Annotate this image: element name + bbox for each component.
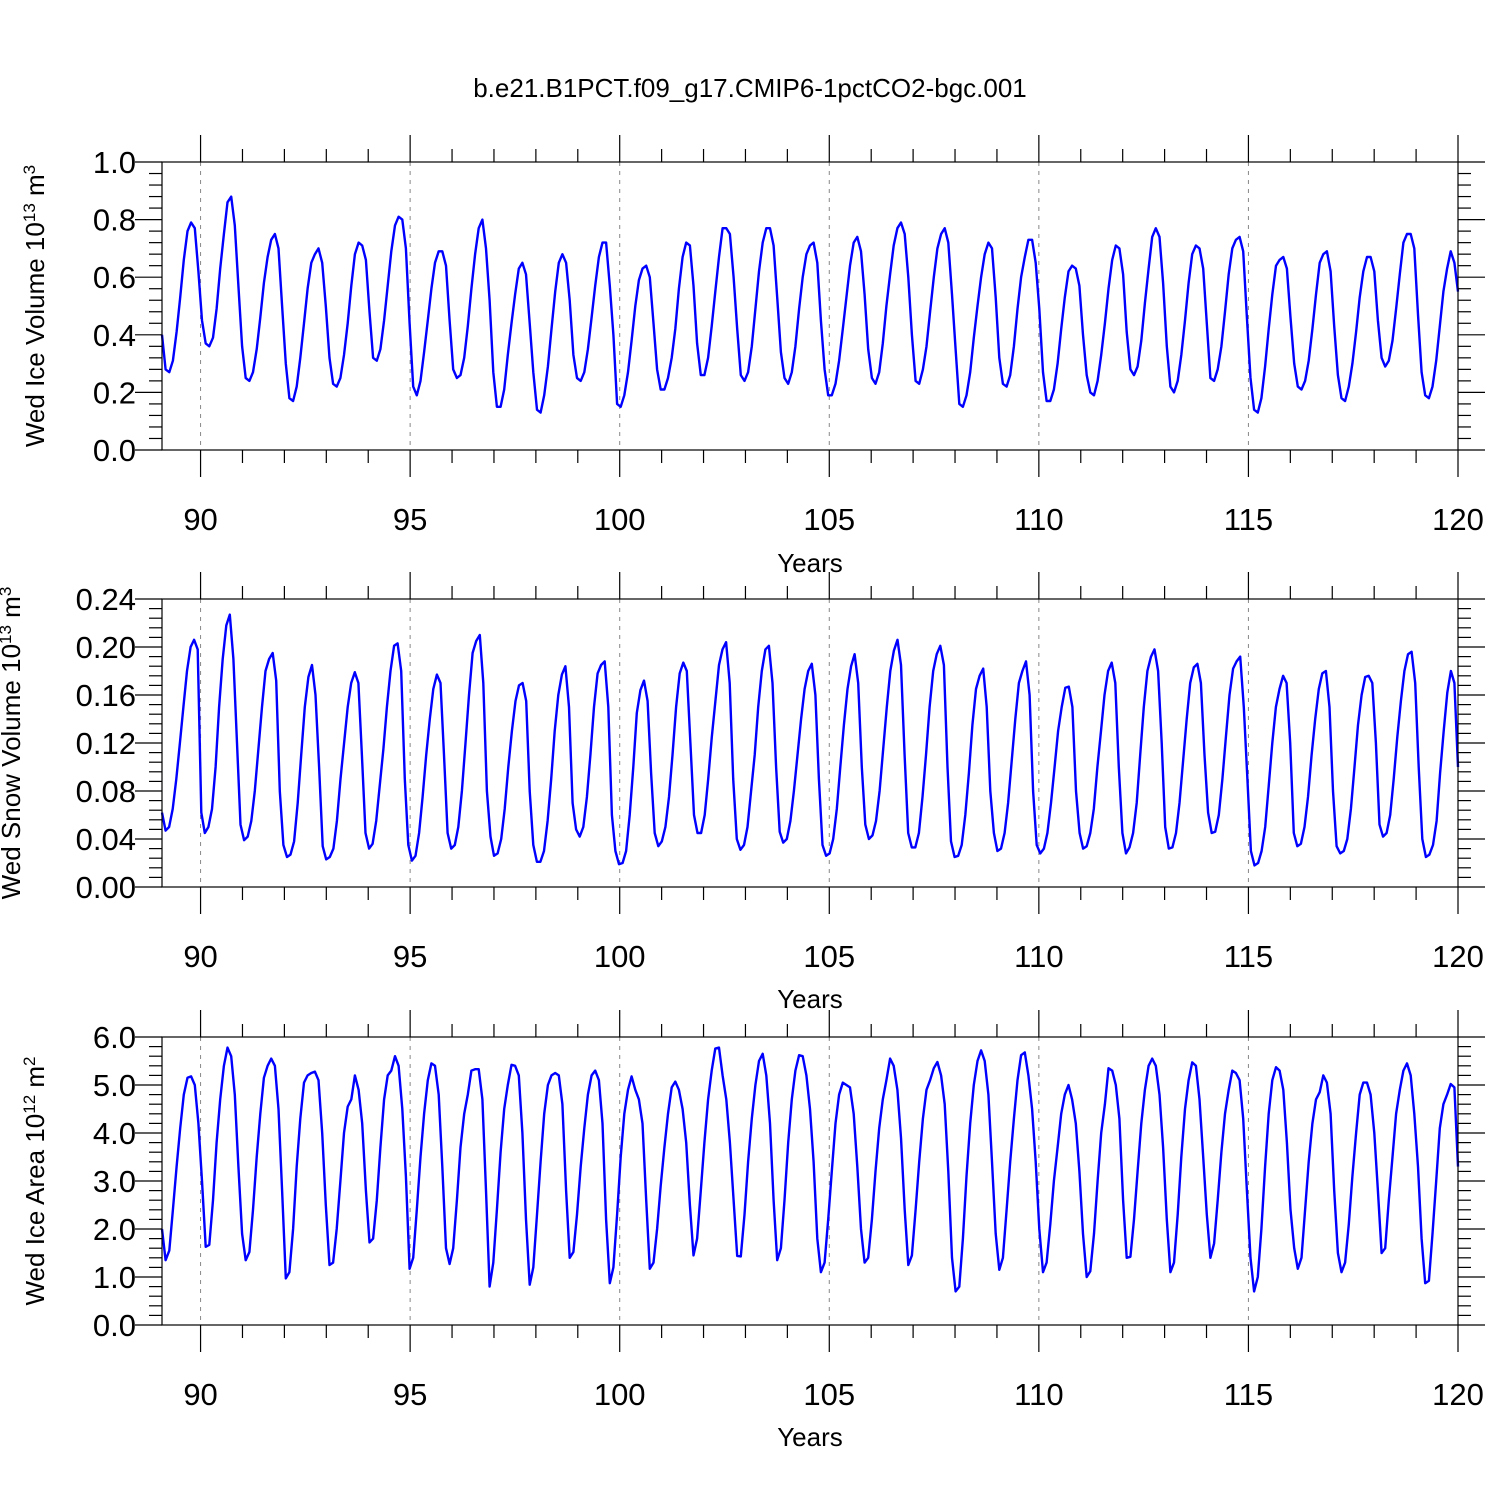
y-tick-label: 0.0: [93, 433, 136, 468]
y-tick-label: 0.8: [93, 203, 136, 238]
panel-1: 90 95 100 105 110 115 120 0.0 0.2 0.4 0.6 0.8 1.0 Yea…: [20, 135, 1485, 578]
y-tick-label: 0.00: [76, 870, 136, 905]
x-tick-label: 90: [183, 939, 217, 974]
x-tick-label: 90: [183, 502, 217, 537]
y-tick-label: 0.24: [76, 582, 136, 617]
panel-3: 90 95 100 105 110 115 120 0.0 1.0 2.0 3.0 4.0 5.0 6.0…: [20, 1010, 1485, 1452]
y-tick-label: 0.0: [93, 1308, 136, 1343]
y-tick-label: 5.0: [93, 1068, 136, 1103]
x-tick-label: 110: [1014, 1377, 1063, 1412]
y-axis-title: Wed Snow Volume 1013 m3: [0, 587, 26, 900]
x-tick-label: 105: [803, 502, 855, 537]
y-axis-title: Wed Ice Area 1012 m2: [20, 1056, 51, 1305]
y-tick-label: 4.0: [93, 1116, 136, 1151]
x-axis-title: Years: [777, 984, 843, 1014]
x-tick-label: 115: [1224, 939, 1273, 974]
x-tick-label: 95: [393, 1377, 427, 1412]
y-tick-label: 0.2: [93, 375, 136, 410]
y-tick-label: 2.0: [93, 1212, 136, 1247]
x-axis-title: Years: [777, 1422, 843, 1452]
x-tick-label: 120: [1432, 1377, 1484, 1412]
y-tick-label: 0.4: [93, 318, 136, 353]
y-tick-label: 0.6: [93, 260, 136, 295]
x-tick-label: 100: [594, 1377, 646, 1412]
x-tick-label: 115: [1224, 502, 1273, 537]
x-tick-label: 105: [803, 1377, 855, 1412]
y-tick-label: 0.20: [76, 630, 136, 665]
x-tick-label: 95: [393, 502, 427, 537]
y-tick-label: 0.16: [76, 678, 136, 713]
x-tick-label: 100: [594, 939, 646, 974]
x-tick-label: 100: [594, 502, 646, 537]
x-tick-label: 115: [1224, 1377, 1273, 1412]
x-tick-label: 95: [393, 939, 427, 974]
data-line: [160, 195, 1460, 414]
panel-2: 90 95 100 105 110 115 120 0.00 0.04 0.08 0.12 0.16 0…: [0, 572, 1485, 1014]
y-tick-label: 0.12: [76, 726, 136, 761]
data-line: [160, 613, 1460, 867]
x-tick-label: 110: [1014, 502, 1063, 537]
x-tick-label: 110: [1014, 939, 1063, 974]
data-line: [160, 1046, 1460, 1293]
x-tick-label: 120: [1432, 939, 1484, 974]
y-tick-label: 1.0: [93, 145, 136, 180]
y-tick-label: 0.04: [76, 822, 136, 857]
y-tick-label: 1.0: [93, 1260, 136, 1295]
y-axis-title: Wed Ice Volume 1013 m3: [20, 165, 51, 447]
plot-frame: [161, 161, 1459, 451]
y-tick-label: 6.0: [93, 1020, 136, 1055]
x-tick-label: 105: [803, 939, 855, 974]
x-tick-label: 120: [1432, 502, 1484, 537]
figure-title: b.e21.B1PCT.f09_g17.CMIP6-1pctCO2-bgc.00…: [473, 73, 1027, 103]
x-tick-label: 90: [183, 1377, 217, 1412]
x-axis-title: Years: [777, 548, 843, 578]
y-tick-label: 0.08: [76, 774, 136, 809]
y-tick-label: 3.0: [93, 1164, 136, 1199]
